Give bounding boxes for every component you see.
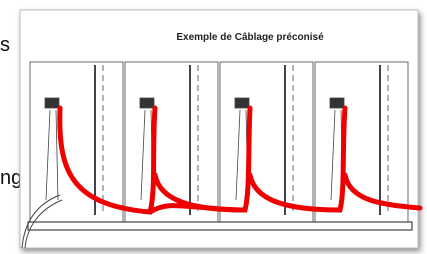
figure-frame (20, 10, 418, 248)
figure: Exemple de Câblage préconisé (0, 0, 427, 254)
page: s ng Exemple de Câblage préconisé (0, 0, 427, 254)
figure-title: Exemple de Câblage préconisé (176, 32, 324, 43)
